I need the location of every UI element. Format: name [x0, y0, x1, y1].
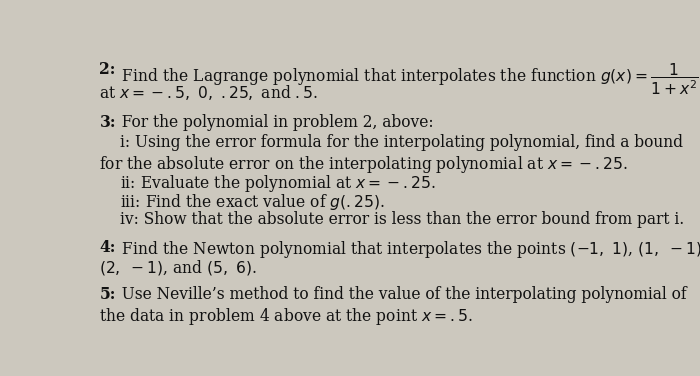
Text: iv: Show that the absolute error is less than the error bound from part i.: iv: Show that the absolute error is less… — [120, 211, 685, 228]
Text: 5:: 5: — [99, 286, 116, 303]
Text: the data in problem 4 above at the point $x = .5$.: the data in problem 4 above at the point… — [99, 306, 473, 327]
Text: ii: Evaluate the polynomial at $x = -.25$.: ii: Evaluate the polynomial at $x = -.25… — [120, 173, 436, 194]
Text: Use Neville’s method to find the value of the interpolating polynomial of: Use Neville’s method to find the value o… — [112, 286, 687, 303]
Text: $(2,\ -1)$, and $(5,\ 6)$.: $(2,\ -1)$, and $(5,\ 6)$. — [99, 258, 258, 277]
Text: Find the Newton polynomial that interpolates the points $(-1,\ 1)$, $(1,\ -1)$,: Find the Newton polynomial that interpol… — [112, 238, 700, 259]
Text: for the absolute error on the interpolating polynomial at $x = -.25$.: for the absolute error on the interpolat… — [99, 154, 628, 175]
Text: Find the Lagrange polynomial that interpolates the function $g(x) = \dfrac{1}{1+: Find the Lagrange polynomial that interp… — [112, 61, 699, 97]
Text: iii: Find the exact value of $g(.25)$.: iii: Find the exact value of $g(.25)$. — [120, 192, 385, 212]
Text: 4:: 4: — [99, 238, 116, 256]
Text: For the polynomial in problem 2, above:: For the polynomial in problem 2, above: — [112, 114, 434, 131]
Text: i: Using the error formula for the interpolating polynomial, find a bound: i: Using the error formula for the inter… — [120, 134, 683, 151]
Text: at $x = -.5,\ 0,\ .25,$ and $.5$.: at $x = -.5,\ 0,\ .25,$ and $.5$. — [99, 83, 319, 102]
Text: 2:: 2: — [99, 61, 116, 78]
Text: 3:: 3: — [99, 114, 116, 131]
